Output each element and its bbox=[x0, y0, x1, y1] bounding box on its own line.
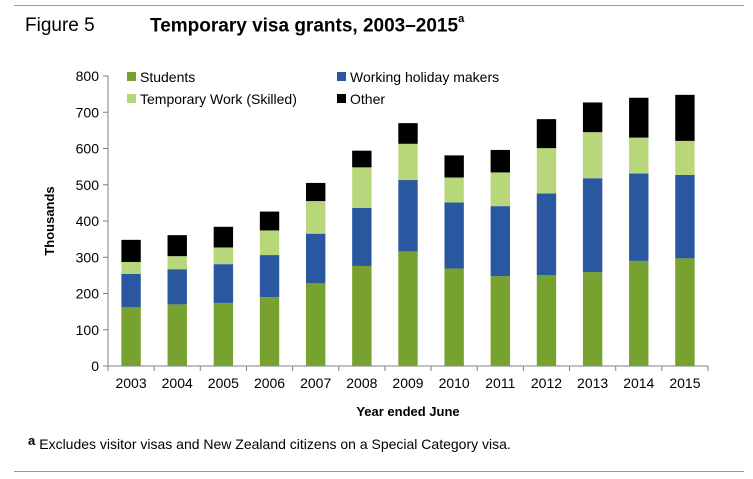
top-rule bbox=[14, 5, 744, 6]
bar-other-2010 bbox=[444, 155, 464, 178]
y-ticks: 0 100 200 300 400 500 600 700 800 bbox=[76, 68, 108, 374]
bar-working-holiday-makers-2004 bbox=[167, 269, 187, 305]
bar-students-2005 bbox=[213, 302, 234, 366]
y-tick-label: 300 bbox=[76, 249, 100, 265]
bar-students-2012 bbox=[536, 275, 557, 366]
x-tick-label: 2007 bbox=[300, 375, 331, 391]
bar-temporary-work-skilled-2013 bbox=[582, 132, 603, 179]
bars bbox=[121, 94, 695, 366]
bar-students-2013 bbox=[582, 272, 603, 366]
bar-temporary-work-skilled-2014 bbox=[629, 137, 649, 174]
footnote: a Excludes visitor visas and New Zealand … bbox=[28, 433, 511, 452]
bar-temporary-work-skilled-2007 bbox=[306, 201, 326, 234]
bar-temporary-work-skilled-2003 bbox=[121, 261, 141, 274]
bar-students-2006 bbox=[259, 297, 280, 366]
bar-working-holiday-makers-2013 bbox=[582, 178, 603, 273]
legend-label: Working holiday makers bbox=[350, 69, 499, 85]
bar-students-2010 bbox=[444, 268, 464, 366]
x-ticks: 2003 2004 2005 2006 2007 2008 2009 2010 2011 2012… bbox=[107, 366, 709, 391]
x-axis-title: Year ended June bbox=[356, 404, 459, 419]
bar-temporary-work-skilled-2015 bbox=[675, 140, 695, 175]
footnote-mark: a bbox=[28, 433, 36, 448]
bar-working-holiday-makers-2015 bbox=[675, 174, 695, 259]
legend-swatch bbox=[127, 94, 136, 103]
legend-swatch bbox=[337, 94, 346, 103]
x-tick-label: 2013 bbox=[577, 375, 608, 391]
bar-other-2003 bbox=[121, 239, 141, 262]
figure-title: Temporary visa grants, 2003–2015a bbox=[150, 13, 465, 37]
x-tick-label: 2015 bbox=[669, 375, 700, 391]
bar-other-2008 bbox=[352, 150, 372, 168]
x-tick-label: 2003 bbox=[115, 375, 146, 391]
bar-temporary-work-skilled-2006 bbox=[259, 230, 280, 256]
y-tick-label: 500 bbox=[76, 177, 100, 193]
bar-other-2013 bbox=[582, 102, 603, 133]
bar-working-holiday-makers-2009 bbox=[398, 180, 418, 252]
title-footnote-mark: a bbox=[458, 13, 465, 25]
bar-students-2015 bbox=[675, 258, 695, 366]
figure-title-text: Temporary visa grants, 2003–2015 bbox=[150, 15, 459, 37]
x-tick-label: 2006 bbox=[254, 375, 285, 391]
y-tick-label: 200 bbox=[76, 286, 100, 302]
y-tick-label: 800 bbox=[76, 68, 100, 84]
bar-students-2004 bbox=[167, 304, 187, 366]
y-tick-label: 700 bbox=[76, 104, 100, 120]
y-tick-label: 0 bbox=[91, 358, 99, 374]
x-tick-label: 2012 bbox=[531, 375, 562, 391]
y-tick-label: 100 bbox=[76, 322, 100, 338]
legend: Students Working holiday makers Temporary … bbox=[127, 69, 499, 107]
y-axis-title: Thousands bbox=[42, 186, 57, 255]
bar-working-holiday-makers-2010 bbox=[444, 202, 464, 269]
bar-other-2006 bbox=[259, 211, 280, 231]
bar-temporary-work-skilled-2004 bbox=[167, 256, 187, 270]
bar-working-holiday-makers-2007 bbox=[306, 233, 326, 284]
bar-temporary-work-skilled-2012 bbox=[536, 148, 557, 194]
bar-working-holiday-makers-2006 bbox=[259, 255, 280, 298]
bottom-rule bbox=[14, 471, 744, 472]
x-tick-label: 2014 bbox=[623, 375, 654, 391]
bar-temporary-work-skilled-2009 bbox=[398, 143, 418, 181]
bar-temporary-work-skilled-2008 bbox=[352, 167, 372, 208]
bar-other-2014 bbox=[629, 97, 649, 138]
bar-other-2007 bbox=[306, 182, 326, 202]
bar-temporary-work-skilled-2011 bbox=[490, 172, 510, 207]
x-tick-label: 2008 bbox=[346, 375, 377, 391]
x-tick-label: 2010 bbox=[439, 375, 470, 391]
bar-other-2015 bbox=[675, 94, 695, 141]
bar-working-holiday-makers-2014 bbox=[629, 173, 649, 261]
footnote-text: Excludes visitor visas and New Zealand c… bbox=[39, 436, 511, 452]
bar-other-2011 bbox=[490, 149, 510, 173]
x-tick-label: 2011 bbox=[485, 375, 515, 391]
legend-swatch bbox=[127, 72, 136, 81]
bar-students-2008 bbox=[352, 265, 372, 366]
bar-other-2009 bbox=[398, 123, 418, 144]
bar-students-2009 bbox=[398, 251, 418, 366]
bar-working-holiday-makers-2011 bbox=[490, 206, 510, 277]
bar-students-2011 bbox=[490, 276, 510, 366]
legend-label: Students bbox=[140, 69, 195, 85]
x-tick-label: 2004 bbox=[162, 375, 193, 391]
bar-temporary-work-skilled-2005 bbox=[213, 247, 234, 265]
y-tick-label: 600 bbox=[76, 141, 100, 157]
bar-students-2007 bbox=[306, 283, 326, 366]
legend-label: Other bbox=[350, 91, 385, 107]
y-tick-label: 400 bbox=[76, 213, 100, 229]
bar-other-2004 bbox=[167, 235, 187, 257]
bar-students-2014 bbox=[629, 260, 649, 366]
bar-working-holiday-makers-2008 bbox=[352, 207, 372, 266]
bar-students-2003 bbox=[121, 307, 141, 366]
x-tick-label: 2005 bbox=[208, 375, 239, 391]
x-tick-label: 2009 bbox=[392, 375, 423, 391]
bar-working-holiday-makers-2003 bbox=[121, 273, 141, 308]
bar-working-holiday-makers-2012 bbox=[536, 193, 557, 276]
legend-swatch bbox=[337, 72, 346, 81]
legend-label: Temporary Work (Skilled) bbox=[140, 91, 297, 107]
bar-temporary-work-skilled-2010 bbox=[444, 177, 464, 203]
figure-label: Figure 5 bbox=[25, 15, 95, 36]
bar-other-2005 bbox=[213, 226, 234, 248]
bar-working-holiday-makers-2005 bbox=[213, 264, 234, 303]
bar-other-2012 bbox=[536, 119, 557, 149]
